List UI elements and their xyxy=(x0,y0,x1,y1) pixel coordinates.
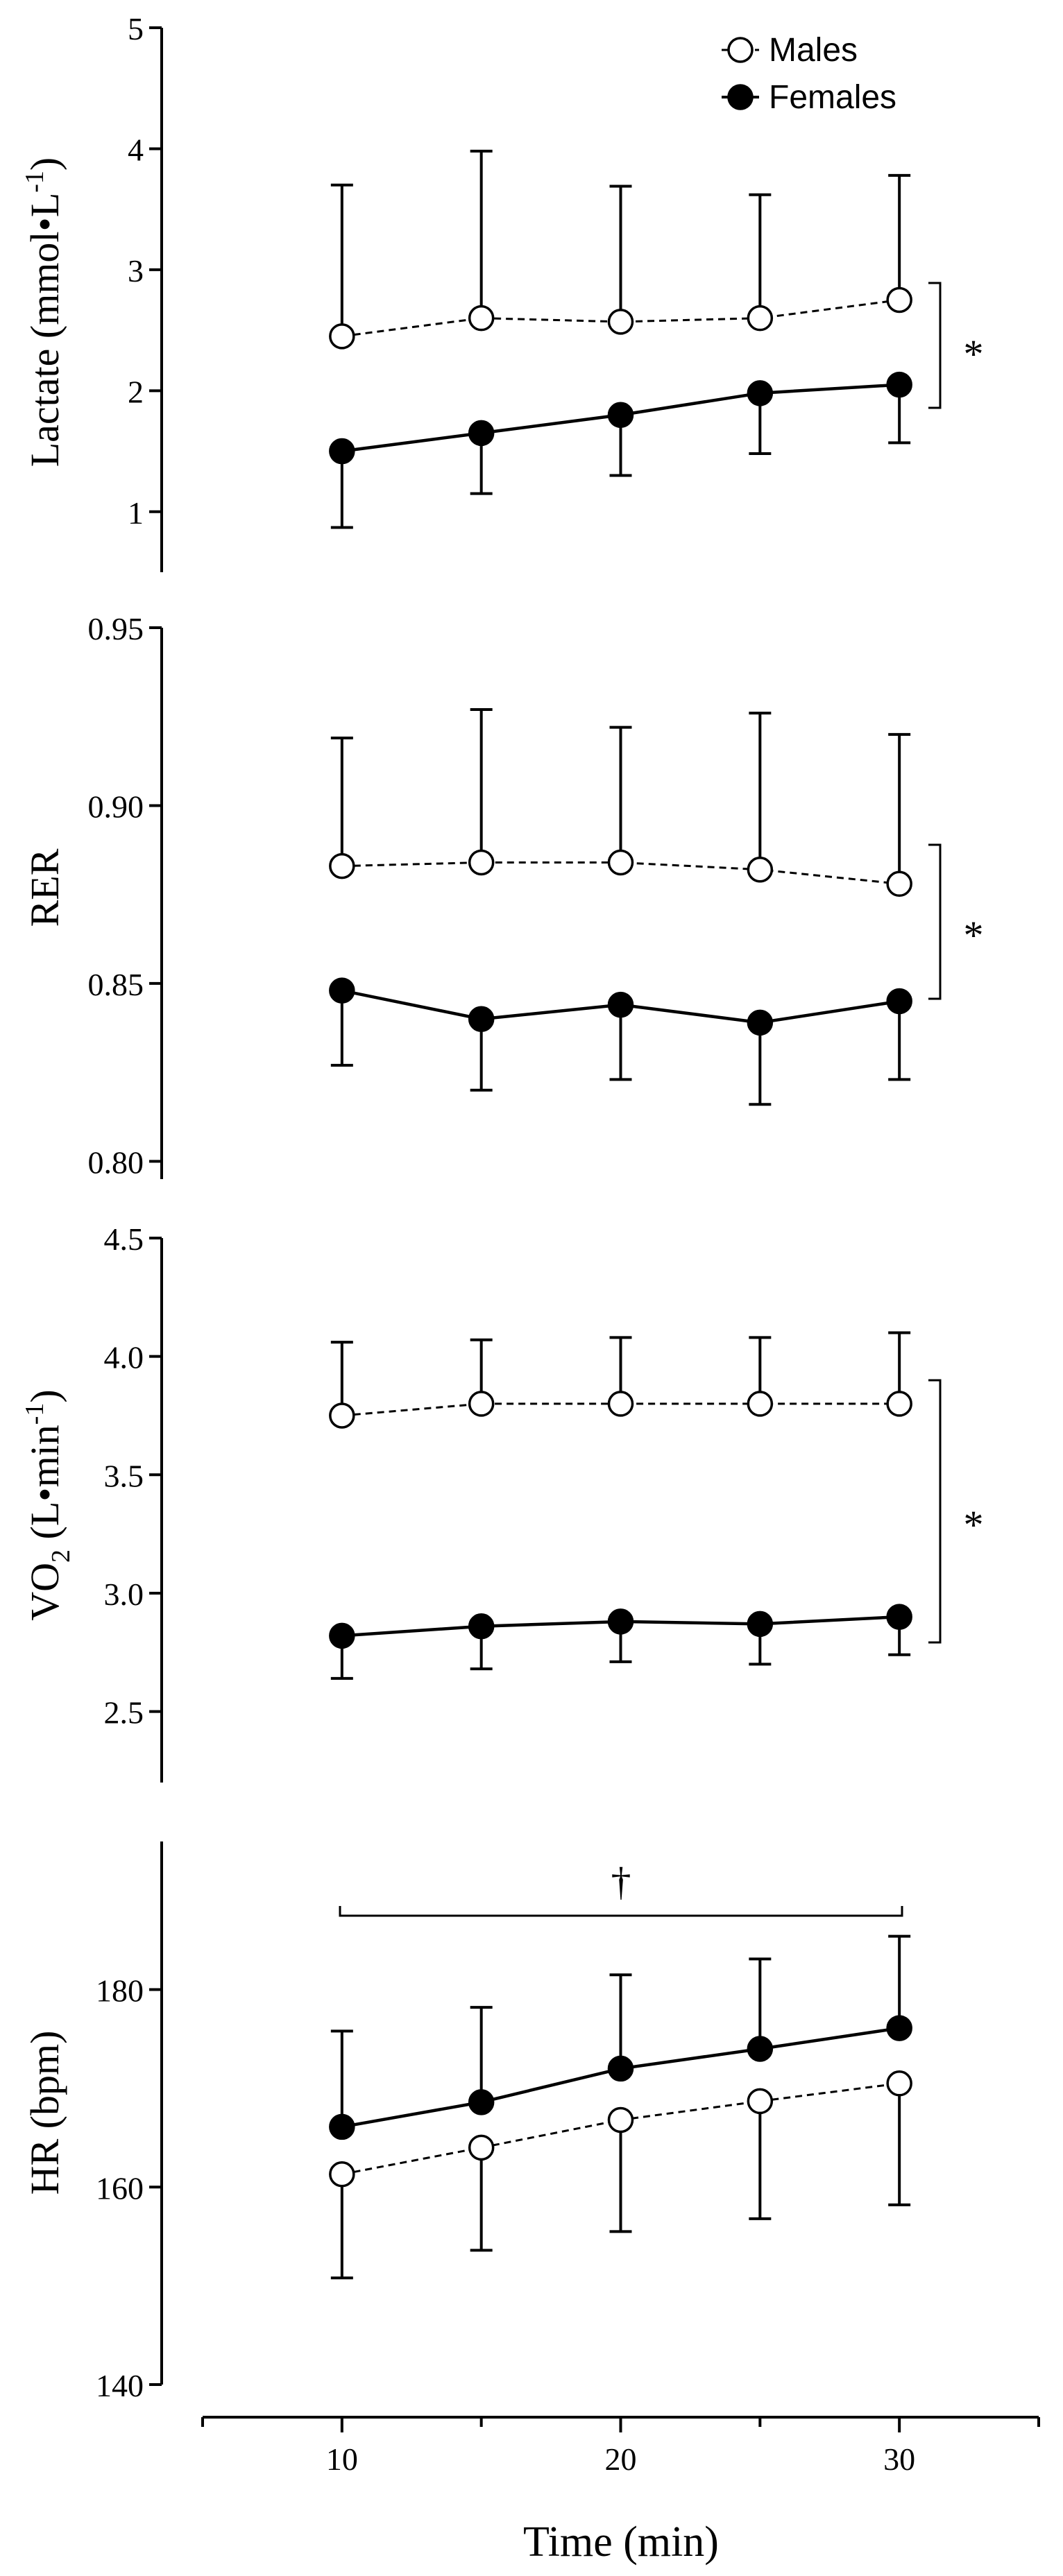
hr-time-effect-mark: † xyxy=(611,1859,631,1904)
vo2-significance-mark: * xyxy=(964,1502,984,1547)
hr-y-tick-label: 140 xyxy=(96,2368,144,2403)
rer-females-point xyxy=(329,977,355,1004)
lactate-y-tick-label: 3 xyxy=(128,253,144,289)
vo2-females-point xyxy=(468,1613,495,1640)
vo2-y-tick-label: 4.0 xyxy=(104,1340,144,1375)
lactate-females-point xyxy=(468,420,495,447)
lactate-y-tick-label: 1 xyxy=(128,495,144,531)
hr-panel: 140 160 180 HR (bpm) † xyxy=(22,1841,912,2403)
hr-females-point xyxy=(747,2036,774,2062)
hr-females-point xyxy=(468,2089,495,2115)
hr-females-point xyxy=(607,2055,634,2082)
vo2-y-tick-label: 2.5 xyxy=(104,1695,144,1731)
hr-females-point xyxy=(886,2015,912,2041)
rer-significance-bracket xyxy=(928,843,942,1000)
hr-y-tick-label: 180 xyxy=(96,1973,144,2009)
rer-females-point xyxy=(886,988,912,1015)
rer-males-point xyxy=(886,870,912,898)
vo2-females-point xyxy=(329,1622,355,1649)
hr-males-point xyxy=(329,2161,355,2188)
lactate-males-line xyxy=(341,299,900,338)
x-tick-label: 10 xyxy=(326,2441,358,2477)
vo2-y-axis-label: VO2 (L•min-1) xyxy=(20,1389,76,1621)
rer-panel: 0.80 0.85 0.90 0.95 RER * xyxy=(22,611,984,1180)
legend: Males Females xyxy=(722,32,896,116)
rer-y-tick-label: 0.80 xyxy=(88,1144,144,1180)
lactate-y-tick-label: 4 xyxy=(128,132,144,167)
x-axis: 10 20 30 Time (min) xyxy=(201,2416,1040,2566)
rer-significance-mark: * xyxy=(964,913,984,958)
hr-y-axis-label: HR (bpm) xyxy=(22,2031,67,2195)
vo2-y-tick-label: 4.5 xyxy=(104,1221,144,1257)
lactate-females-point xyxy=(886,371,912,398)
hr-males-point xyxy=(607,2106,634,2133)
legend-males-label: Males xyxy=(769,32,858,69)
rer-y-tick-label: 0.95 xyxy=(88,611,144,646)
vo2-males-point xyxy=(886,1391,912,1417)
rer-males-point xyxy=(747,857,774,883)
lactate-females-point xyxy=(329,438,355,465)
hr-males-point xyxy=(468,2134,495,2161)
vo2-y-tick-label: 3.0 xyxy=(104,1577,144,1612)
rer-males-point xyxy=(329,852,355,879)
hr-females-point xyxy=(329,2113,355,2140)
lactate-significance-mark: * xyxy=(964,332,984,377)
lactate-males-point xyxy=(886,286,912,314)
legend-females-marker xyxy=(727,84,754,110)
hr-y-tick-label: 160 xyxy=(96,2170,144,2206)
legend-females-label: Females xyxy=(769,79,896,116)
lactate-y-axis-label: Lactate (mmol•L-1) xyxy=(20,157,67,467)
rer-y-axis-label: RER xyxy=(22,848,67,927)
lactate-females-point xyxy=(747,380,774,406)
vo2-females-point xyxy=(747,1611,774,1638)
vo2-males-point xyxy=(468,1391,495,1417)
lactate-males-point xyxy=(468,304,495,332)
hr-males-point xyxy=(747,2088,774,2115)
x-tick-label: 30 xyxy=(883,2441,915,2477)
x-tick-label: 20 xyxy=(605,2441,637,2477)
vo2-females-point xyxy=(607,1608,634,1635)
lactate-males-point xyxy=(329,323,355,350)
vo2-males-point xyxy=(329,1402,355,1429)
rer-males-line xyxy=(341,861,900,885)
vo2-significance-bracket xyxy=(928,1379,942,1644)
legend-males-marker xyxy=(727,37,754,63)
vo2-panel: 2.5 3.0 3.5 4.0 4.5 VO2 (L•min-1) * xyxy=(20,1221,984,1783)
lactate-y-tick-label: 2 xyxy=(128,374,144,409)
vo2-males-line xyxy=(341,1402,900,1417)
lactate-females-point xyxy=(607,402,634,428)
rer-y-tick-label: 0.85 xyxy=(88,967,144,1002)
vo2-males-point xyxy=(607,1391,634,1417)
lactate-significance-bracket xyxy=(928,282,942,409)
hr-time-effect-bracket xyxy=(339,1906,903,1917)
rer-females-point xyxy=(607,991,634,1018)
lactate-males-point xyxy=(607,309,634,335)
x-axis-label: Time (min) xyxy=(523,2518,719,2566)
vo2-y-tick-label: 3.5 xyxy=(104,1458,144,1493)
vo2-females-point xyxy=(886,1604,912,1630)
rer-females-point xyxy=(747,1009,774,1036)
rer-males-point xyxy=(468,849,495,876)
rer-males-point xyxy=(607,849,634,876)
lactate-y-tick-label: 5 xyxy=(128,11,144,46)
vo2-males-point xyxy=(747,1391,774,1417)
lactate-panel: 1 2 3 4 5 Lactate (mmol•L-1) * Males Females xyxy=(20,11,984,572)
rer-females-point xyxy=(468,1006,495,1032)
rer-y-tick-label: 0.90 xyxy=(88,789,144,824)
hr-males-point xyxy=(886,2070,912,2097)
lactate-males-point xyxy=(747,304,774,332)
